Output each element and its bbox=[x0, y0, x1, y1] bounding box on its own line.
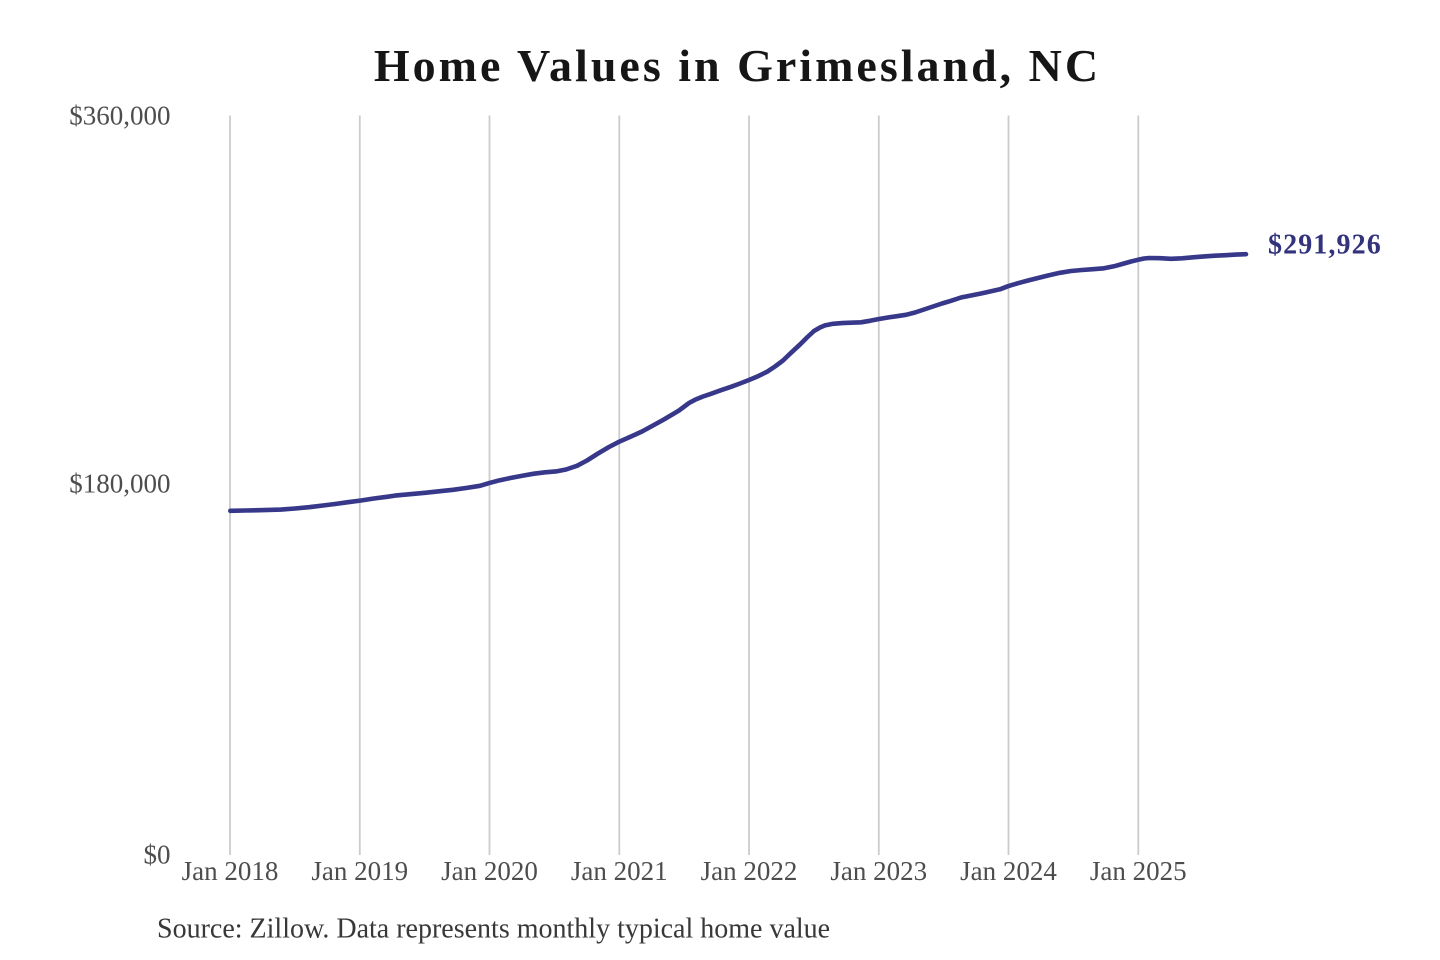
svg-text:Jan 2025: Jan 2025 bbox=[1090, 856, 1187, 886]
svg-text:Jan 2019: Jan 2019 bbox=[311, 856, 408, 886]
svg-text:Jan 2022: Jan 2022 bbox=[701, 856, 798, 886]
svg-text:Jan 2018: Jan 2018 bbox=[182, 856, 279, 886]
svg-text:Jan 2020: Jan 2020 bbox=[441, 856, 538, 886]
svg-text:$180,000: $180,000 bbox=[69, 469, 170, 499]
svg-text:Source: Zillow. Data represent: Source: Zillow. Data represents monthly … bbox=[157, 914, 830, 945]
svg-text:$291,926: $291,926 bbox=[1268, 230, 1382, 261]
svg-text:$360,000: $360,000 bbox=[69, 101, 170, 131]
svg-text:Jan 2021: Jan 2021 bbox=[571, 856, 668, 886]
svg-text:Jan 2023: Jan 2023 bbox=[830, 856, 927, 886]
svg-text:$0: $0 bbox=[144, 839, 171, 869]
svg-text:Home Values in Grimesland, NC: Home Values in Grimesland, NC bbox=[374, 40, 1101, 91]
svg-text:Jan 2024: Jan 2024 bbox=[960, 856, 1057, 886]
